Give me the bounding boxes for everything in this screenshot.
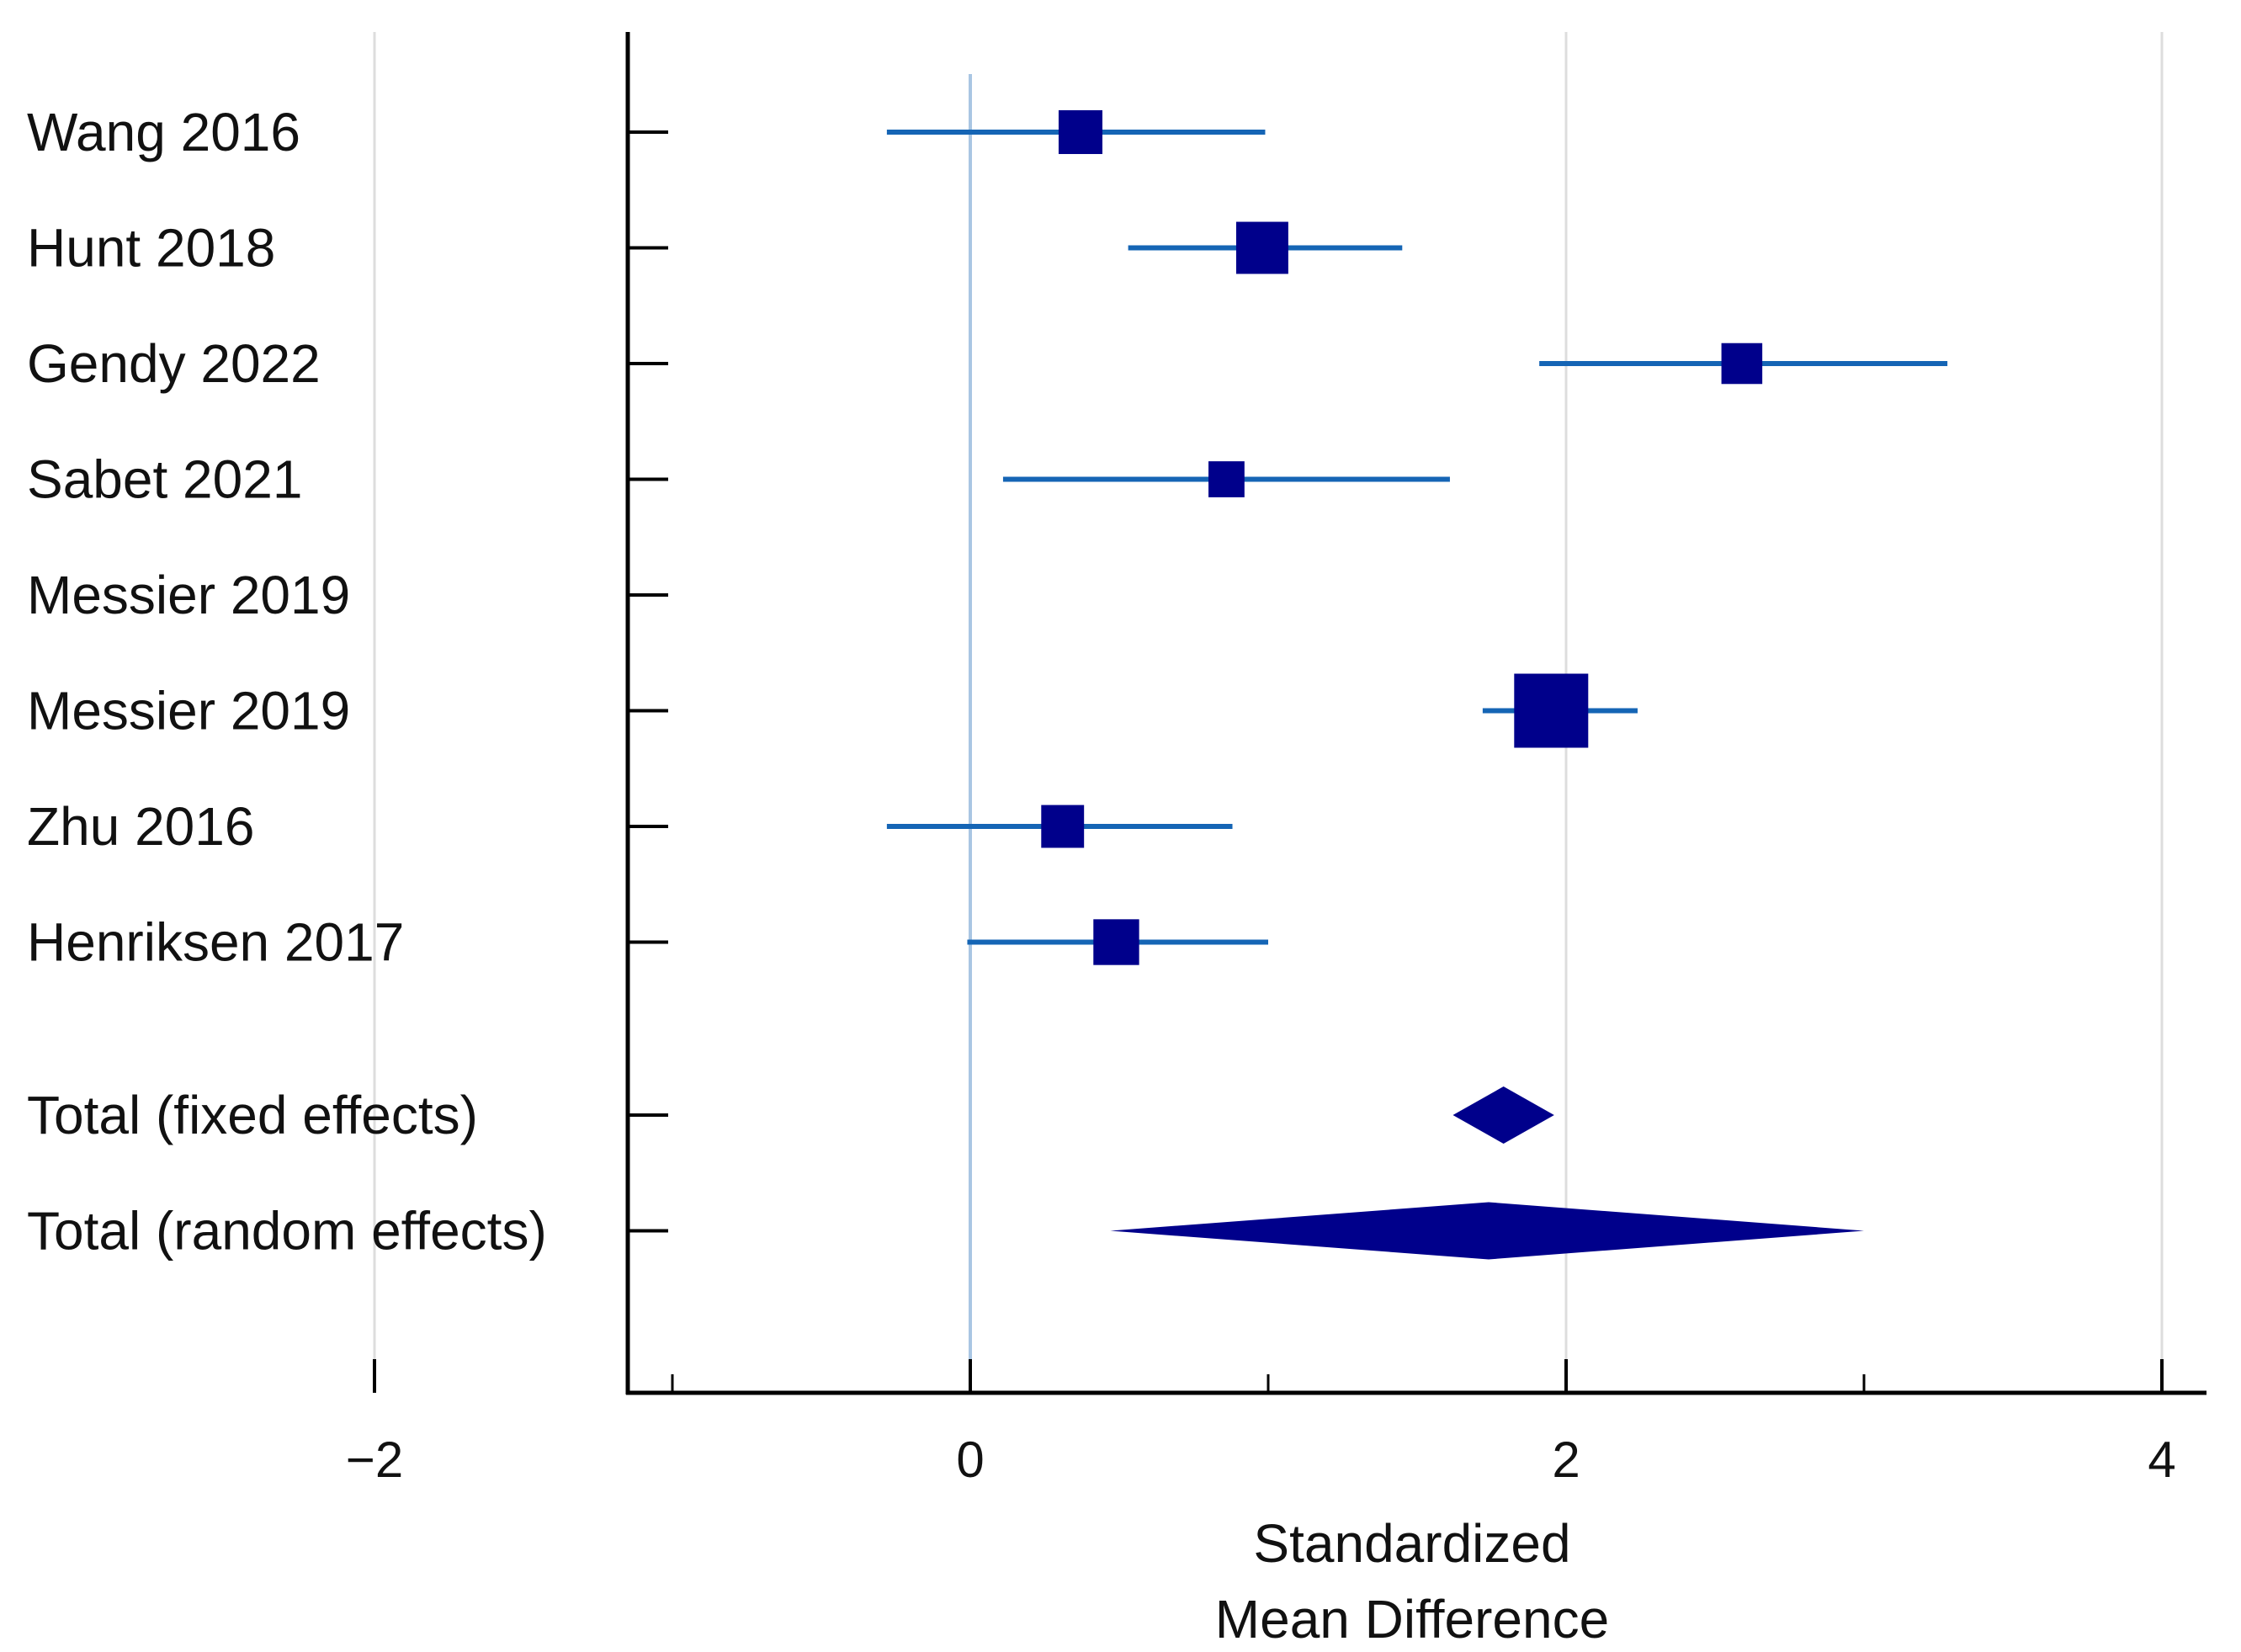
study-label: Henriksen 2017: [27, 912, 404, 973]
x-tick-label: 2: [1552, 1432, 1580, 1488]
study-label: Zhu 2016: [27, 796, 254, 857]
effect-size-marker: [1208, 461, 1245, 497]
effect-size-marker: [1093, 919, 1139, 965]
effect-size-marker: [1041, 805, 1085, 848]
axes-layer: −202468: [346, 32, 2206, 1488]
x-tick-label: 4: [2148, 1432, 2175, 1488]
study-label: Hunt 2018: [27, 218, 275, 279]
study-label: Gendy 2022: [27, 333, 321, 394]
pooled-effect-diamond: [1110, 1202, 1864, 1260]
total-label: Total (fixed effects): [27, 1085, 478, 1145]
x-tick-label: 0: [956, 1432, 984, 1488]
effect-size-marker: [1058, 109, 1102, 155]
study-label: Messier 2019: [27, 565, 350, 625]
study-label: Messier 2019: [27, 681, 350, 741]
marks-layer: [886, 109, 1948, 1260]
pooled-effect-diamond: [1452, 1086, 1554, 1144]
effect-size-marker: [1514, 673, 1589, 748]
x-axis-title-line-2: Mean Difference: [1215, 1589, 1609, 1649]
x-axis-title-line-1: Standardized: [1253, 1513, 1570, 1574]
study-label: Wang 2016: [27, 102, 300, 162]
labels-layer: Wang 2016 Hunt 2018 Gendy 2022 Sabet 2021 Me…: [27, 102, 547, 1262]
effect-size-marker: [1235, 221, 1288, 274]
effect-size-marker: [1721, 343, 1763, 385]
total-label: Total (random effects): [27, 1201, 547, 1262]
x-tick-label: −2: [346, 1432, 403, 1488]
study-label: Sabet 2021: [27, 449, 302, 510]
